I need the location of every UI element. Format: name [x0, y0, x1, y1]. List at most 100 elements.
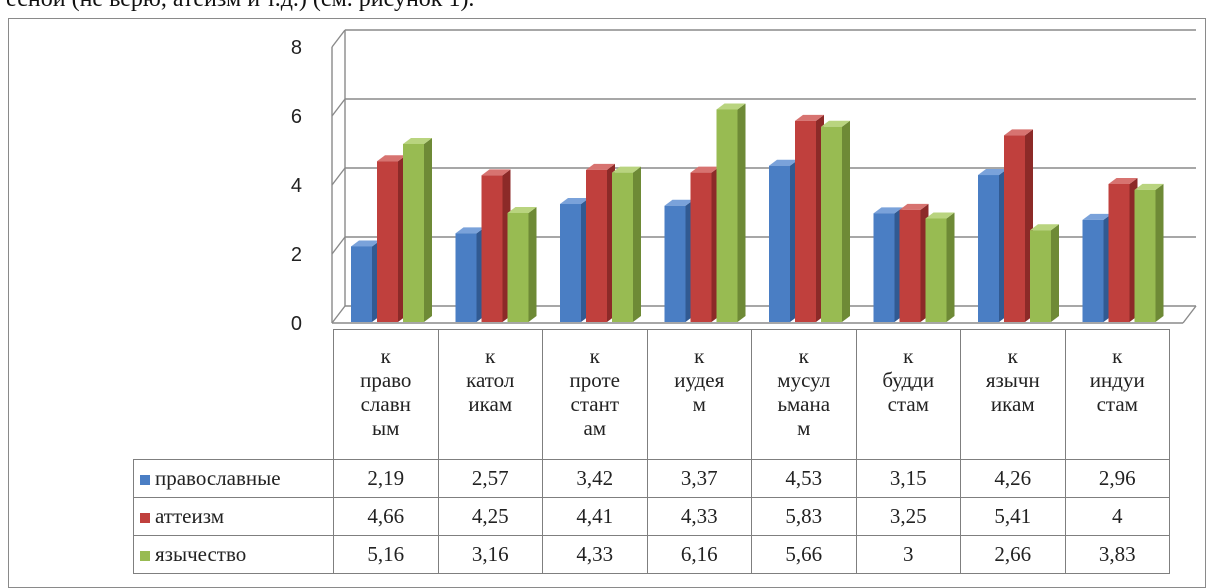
- y-tick-label: 4: [291, 175, 302, 197]
- floor-right-edge: [1182, 305, 1197, 324]
- table-row: аттеизм 4,66 4,25 4,41 4,33 5,83 3,25 5,41 4: [133, 497, 1170, 536]
- category-row: к право славн ым к катол икам к проте стант ам к иуд…: [133, 329, 1170, 460]
- bar-top: [560, 198, 589, 205]
- bar-top: [978, 169, 1007, 176]
- bar-top: [481, 169, 511, 176]
- data-label: 4,41: [542, 497, 648, 536]
- data-label: 3,42: [542, 459, 648, 498]
- bar: [978, 175, 999, 322]
- bar-top: [1082, 213, 1112, 220]
- legend-entry: православные: [133, 459, 334, 498]
- bar: [612, 172, 633, 322]
- data-label: 3,25: [855, 497, 961, 536]
- bar-top: [795, 114, 824, 121]
- bar-top: [455, 227, 485, 234]
- gridline-side: [331, 29, 346, 48]
- legend-swatch: [140, 513, 150, 524]
- series-name: православные: [155, 466, 281, 490]
- data-label: 3,16: [437, 535, 543, 574]
- bar: [1134, 189, 1156, 322]
- series-name: язычество: [155, 542, 247, 566]
- caption-text: есной (не верю, атеизм и т.д.) (см. рису…: [6, 0, 474, 13]
- data-table: к право славн ым к катол икам к проте стант ам к иуд…: [133, 329, 1170, 574]
- category-label: к язычн икам: [960, 329, 1066, 460]
- bar: [1004, 135, 1025, 322]
- bar-top: [716, 103, 746, 110]
- y-tick-label: 6: [291, 106, 302, 128]
- bar-side: [737, 103, 746, 322]
- category-label: к право славн ым: [333, 329, 439, 460]
- data-label: 2,19: [333, 459, 439, 498]
- bar: [873, 213, 895, 322]
- data-label: 4: [1064, 497, 1170, 536]
- bar: [351, 246, 372, 322]
- data-label: 3,15: [855, 459, 961, 498]
- legend-swatch: [140, 475, 150, 486]
- table-row: язычество 5,16 3,16 4,33 6,16 5,66 3 2,66 3,83: [133, 535, 1170, 574]
- bar: [403, 143, 424, 322]
- data-label: 6,16: [646, 535, 752, 574]
- bar-top: [873, 207, 903, 214]
- bar: [716, 109, 738, 322]
- gridline-side: [331, 167, 346, 186]
- data-label: 4,33: [542, 535, 648, 574]
- bar-top: [1030, 224, 1059, 231]
- bar: [690, 172, 712, 322]
- bar-top: [586, 163, 615, 170]
- bar: [821, 126, 842, 322]
- bar: [1082, 219, 1104, 322]
- bar: [1030, 230, 1051, 322]
- category-label: к индуи стам: [1064, 329, 1170, 460]
- bar-side: [633, 166, 641, 322]
- bar-top: [769, 159, 798, 166]
- data-label: 2,57: [437, 459, 543, 498]
- bar: [925, 218, 947, 322]
- series-name: аттеизм: [155, 504, 224, 528]
- data-label: 2,66: [960, 535, 1066, 574]
- bar-top: [351, 240, 380, 247]
- gridline-side: [331, 98, 346, 117]
- bar: [1108, 184, 1130, 322]
- bar-top: [664, 199, 694, 206]
- y-tick-label: 2: [291, 244, 302, 266]
- bar-top: [612, 166, 641, 173]
- category-label: к проте стант ам: [542, 329, 648, 460]
- data-label: 4,53: [751, 459, 857, 498]
- data-label: 3,37: [646, 459, 752, 498]
- bar-top: [1134, 183, 1164, 190]
- bar-top: [1108, 178, 1138, 184]
- category-label: к иудея м: [646, 329, 752, 460]
- data-label: 2,96: [1064, 459, 1170, 498]
- data-label: 4,26: [960, 459, 1066, 498]
- gridline-side: [331, 236, 346, 255]
- bar-side: [946, 212, 955, 322]
- bar: [769, 165, 790, 322]
- data-label: 4,33: [646, 497, 752, 536]
- data-label: 3: [855, 535, 961, 574]
- bar: [795, 120, 816, 323]
- bar-top: [377, 155, 406, 162]
- data-label: 3,83: [1064, 535, 1170, 574]
- data-label: 5,66: [751, 535, 857, 574]
- chart-plot: 0 2 4 6 8: [291, 29, 1197, 335]
- bar: [455, 233, 477, 322]
- y-tick-label: 0: [291, 313, 302, 335]
- bar: [664, 205, 686, 322]
- bar-side: [842, 120, 850, 322]
- data-label: 5,83: [751, 497, 857, 536]
- bar-top: [403, 137, 432, 144]
- bar-top: [925, 212, 955, 219]
- bar: [481, 175, 503, 322]
- bar: [507, 212, 529, 322]
- legend-entry: язычество: [133, 535, 334, 574]
- data-label: 4,66: [333, 497, 439, 536]
- data-label: 5,16: [333, 535, 439, 574]
- bar: [586, 169, 607, 322]
- bar-side: [1155, 183, 1164, 322]
- bar: [560, 204, 581, 322]
- category-label: к мусул ьмана м: [751, 329, 857, 460]
- bar-side: [1051, 224, 1059, 322]
- data-label: 5,41: [960, 497, 1066, 536]
- gridline-side: [331, 305, 346, 324]
- bar-top: [507, 206, 537, 213]
